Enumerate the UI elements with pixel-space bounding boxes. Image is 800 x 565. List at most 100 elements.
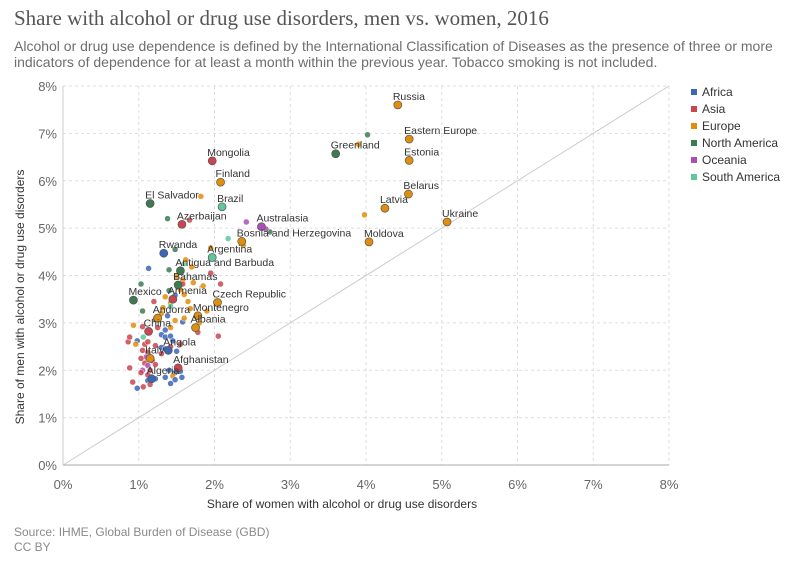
point-label-czech-republic: Czech Republic [213, 289, 287, 301]
x-tick-label: 2% [205, 477, 224, 492]
data-point-europe [361, 211, 368, 219]
data-point-africa [145, 265, 152, 272]
grid [62, 85, 670, 466]
data-point-mongolia [207, 156, 217, 166]
point-label-andorra: Andorra [153, 304, 191, 316]
data-point-north-america [164, 215, 171, 222]
data-point-europe [171, 317, 179, 324]
x-tick-label: 0% [54, 477, 73, 492]
y-tick-label: 3% [38, 316, 57, 331]
data-point-africa [178, 374, 186, 381]
data-point-bahamas [173, 280, 183, 290]
data-point-north-america [137, 280, 145, 288]
data-point-latvia [380, 203, 390, 213]
data-points [124, 100, 452, 392]
data-point-moldova [364, 237, 374, 247]
chart-subtitle: Alcohol or drug use dependence is define… [14, 38, 773, 70]
data-point-andorra [153, 313, 163, 323]
data-point-asia [139, 323, 146, 330]
point-label-argentina: Argentina [207, 243, 252, 255]
source-text: Source: IHME, Global Burden of Disease (… [14, 525, 270, 539]
legend-label-north-america: North America [702, 136, 778, 150]
data-point-africa [162, 326, 169, 334]
data-point-africa [171, 376, 179, 383]
data-point-europe [199, 282, 207, 290]
x-tick-label: 8% [660, 477, 679, 492]
point-label-mexico: Mexico [128, 286, 161, 298]
point-label-brazil: Brazil [217, 193, 243, 205]
legend: Africa Asia Europe North America Oceania Sout… [691, 85, 780, 184]
data-point-south-america [167, 303, 174, 310]
point-label-italy: Italy [145, 344, 165, 356]
data-point-brazil [217, 202, 227, 212]
x-tick-label: 6% [508, 477, 527, 492]
data-point-africa [133, 385, 141, 392]
x-tick-label: 1% [129, 477, 148, 492]
y-tick-label: 2% [38, 363, 57, 378]
data-point-europe [190, 279, 197, 286]
data-point-afghanistan [173, 363, 183, 373]
point-label-azerbaijan: Azerbaijan [177, 210, 227, 222]
point-label-latvia: Latvia [380, 194, 408, 206]
x-tick-label: 7% [584, 477, 603, 492]
data-point-europe [159, 304, 167, 311]
data-point-eastern-europe [404, 134, 414, 144]
data-point-asia [126, 364, 133, 372]
data-point-russia [393, 100, 403, 110]
data-point-asia [152, 342, 159, 349]
data-point-asia [217, 280, 224, 288]
data-point-europe [180, 314, 188, 322]
point-label-china: China [144, 317, 172, 329]
data-point-el-salvador [145, 199, 155, 208]
data-point-north-america [165, 287, 173, 294]
data-point-africa [165, 367, 173, 374]
data-point-africa [173, 348, 180, 355]
point-label-moldova: Moldova [364, 228, 404, 240]
legend-swatch-north-america [691, 140, 697, 146]
y-tick-label: 5% [38, 221, 57, 236]
data-point-antigua-and-barbuda [176, 266, 185, 276]
y-tick-label: 8% [38, 79, 57, 94]
equality-reference-line [62, 85, 670, 466]
data-point-asia [150, 298, 158, 305]
point-label-rwanda: Rwanda [159, 239, 198, 251]
legend-label-asia: Asia [702, 102, 726, 116]
legend-label-south-america: South America [702, 170, 780, 184]
data-point-africa [162, 374, 169, 381]
point-label-estonia: Estonia [404, 146, 439, 158]
y-tick-label: 0% [38, 458, 57, 473]
data-point-asia [154, 324, 161, 331]
data-point-south-america [224, 235, 232, 242]
data-point-europe [203, 307, 211, 315]
data-point-europe [180, 291, 188, 298]
data-point-asia [207, 269, 214, 277]
x-tick-label: 5% [432, 477, 451, 492]
license-text: CC BY [14, 540, 51, 554]
data-point-africa [167, 380, 174, 387]
data-point-asia [144, 338, 152, 346]
data-point-europe [355, 141, 362, 148]
data-point-europe [182, 256, 189, 264]
point-label-armenia: Armenia [168, 285, 207, 297]
data-point-albania [191, 323, 200, 332]
data-point-europe [132, 340, 139, 348]
point-label-australasia: Australasia [256, 213, 308, 225]
data-point-greenland [331, 149, 341, 159]
point-labels: Russia Eastern Europe Greenland Estonia Mong… [128, 91, 478, 377]
data-point-africa [169, 337, 177, 345]
point-label-el-salvador: El Salvador [145, 189, 199, 201]
data-point-argentina [207, 253, 217, 262]
data-point-belarus [404, 189, 413, 199]
legend-swatch-oceania [691, 157, 697, 163]
data-point-north-america [364, 131, 371, 139]
data-point-asia [215, 332, 222, 340]
legend-label-africa: Africa [702, 85, 733, 99]
data-point-czech-republic [213, 298, 222, 307]
data-point-asia [140, 383, 147, 391]
data-point-italy [145, 354, 155, 363]
legend-swatch-south-america [691, 174, 697, 180]
point-label-greenland: Greenland [331, 140, 380, 152]
point-label-montenegro: Montenegro [193, 302, 249, 314]
data-point-europe [207, 244, 214, 252]
y-tick-label: 6% [38, 174, 57, 189]
